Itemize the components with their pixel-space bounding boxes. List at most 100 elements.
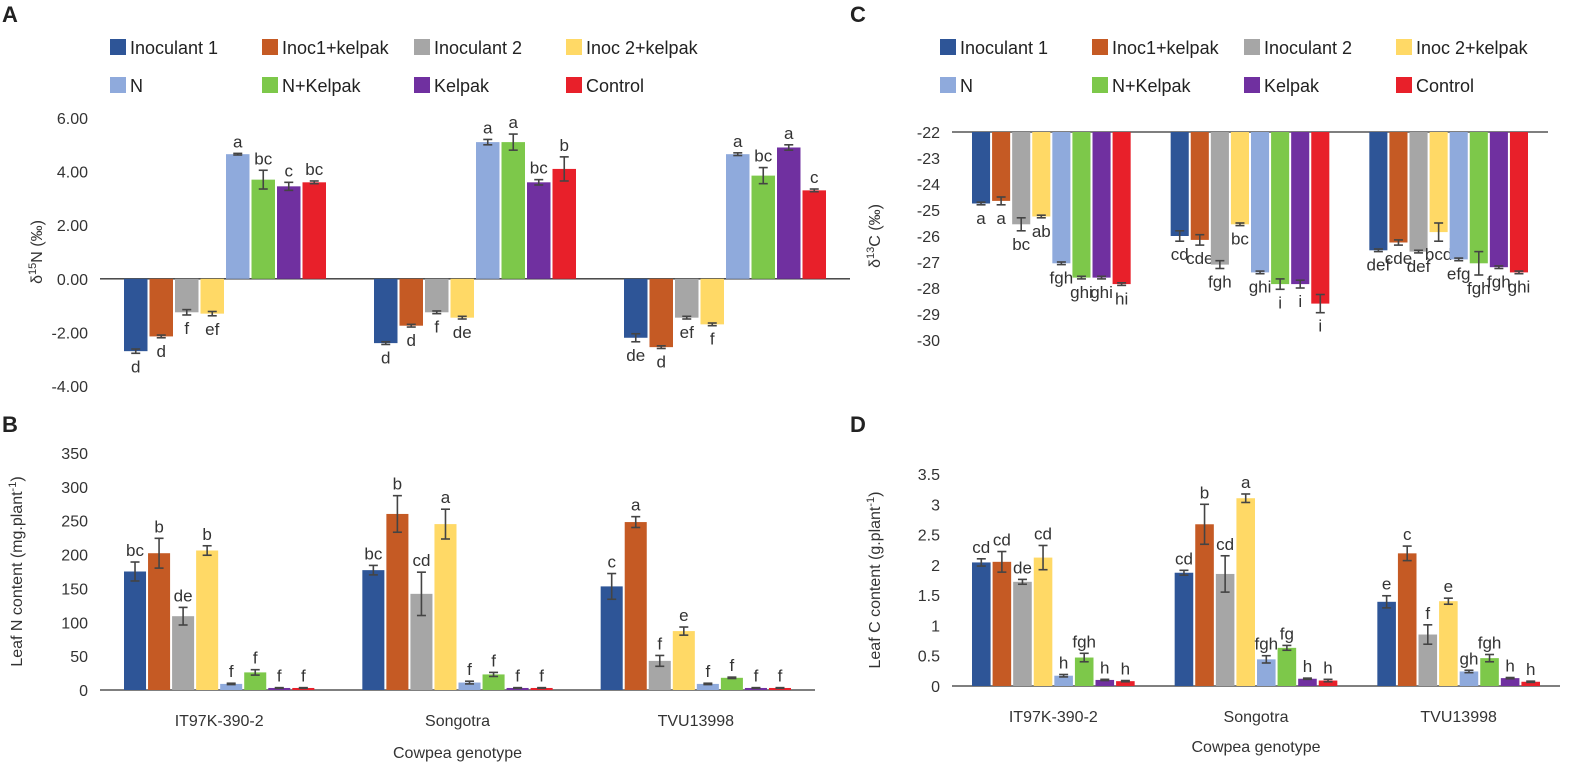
- bar: [1291, 132, 1310, 285]
- significance-letter: fgh: [1072, 632, 1096, 651]
- legend-swatch: [414, 39, 430, 55]
- significance-letter: cd: [993, 531, 1011, 550]
- significance-letter: fgh: [1478, 634, 1502, 653]
- y-tick-label: 2.00: [57, 218, 88, 235]
- y-tick-label: 0.00: [57, 272, 88, 289]
- panel-label-c: C: [850, 2, 866, 27]
- legend-label: N: [130, 76, 143, 96]
- significance-letter: a: [733, 132, 743, 151]
- y-tick-label: 2.5: [918, 528, 940, 545]
- y-axis-label-part: N (‰): [29, 220, 46, 263]
- legend-swatch: [110, 39, 126, 55]
- legend-label: Kelpak: [434, 76, 490, 96]
- y-tick-label: -4.00: [52, 379, 89, 396]
- legend-label: Inoculant 1: [960, 38, 1048, 58]
- y-axis-label-superscript: 13: [865, 247, 877, 259]
- legend-label: N: [960, 76, 973, 96]
- significance-letter: hi: [1115, 289, 1128, 308]
- y-tick-label: 2: [931, 558, 940, 575]
- bar: [527, 182, 551, 279]
- significance-letter: cd: [1175, 549, 1193, 568]
- significance-letter: c: [1403, 525, 1412, 544]
- y-tick-label: 200: [61, 548, 88, 565]
- legend-swatch: [1244, 77, 1260, 93]
- significance-letter: b: [154, 517, 163, 536]
- y-axis-label: Leaf C content (g.plant-1): [865, 492, 884, 669]
- bar: [1236, 498, 1255, 686]
- panel-b-chart: 0 50 100 150 200 250 300 350 Leaf N content (mg.…: [7, 446, 815, 762]
- significance-letter: a: [996, 209, 1006, 228]
- category-label: TVU13998: [658, 713, 735, 730]
- significance-letter: de: [453, 323, 472, 342]
- significance-letter: cde: [1385, 249, 1412, 268]
- y-axis-label: δ15N (‰): [27, 220, 46, 284]
- significance-letter: fgh: [1467, 279, 1491, 298]
- legend-swatch: [110, 77, 126, 93]
- bar: [1500, 678, 1520, 686]
- bar: [425, 278, 449, 313]
- significance-letter: f: [491, 651, 496, 670]
- y-tick-label: 4.00: [57, 165, 88, 182]
- bar: [1092, 132, 1111, 278]
- legend-label: Inoc1+kelpak: [282, 38, 390, 58]
- bar: [1190, 132, 1209, 240]
- significance-letter: h: [1059, 653, 1068, 672]
- bar: [1112, 132, 1131, 285]
- category-label: IT97K-390-2: [1009, 709, 1098, 726]
- bar: [1318, 680, 1338, 686]
- significance-letter: a: [483, 118, 493, 137]
- bar: [992, 561, 1012, 686]
- bar: [200, 278, 224, 314]
- bar: [220, 683, 243, 690]
- bar: [649, 278, 673, 348]
- significance-letter: a: [976, 209, 986, 228]
- significance-letter: i: [1278, 293, 1282, 312]
- category-label: IT97K-390-2: [175, 713, 264, 730]
- bar: [972, 562, 991, 686]
- bar: [1170, 132, 1189, 236]
- significance-letter: bc: [530, 159, 548, 178]
- bar: [124, 278, 148, 352]
- y-axis-label-superscript: 15: [27, 263, 39, 275]
- y-axis-label-part: C (‰): [867, 204, 884, 247]
- bar: [386, 513, 409, 690]
- bar: [700, 278, 724, 325]
- bar: [1195, 524, 1214, 686]
- legend-swatch: [262, 39, 278, 55]
- category-label: Songotra: [425, 713, 490, 730]
- y-tick-label: 300: [61, 480, 88, 497]
- significance-letter: f: [277, 667, 282, 686]
- bar: [1439, 601, 1458, 686]
- significance-letter: de: [1013, 558, 1032, 577]
- bar: [277, 186, 301, 279]
- significance-letter: d: [657, 352, 666, 371]
- significance-letter: ghi: [1090, 283, 1113, 302]
- legend-swatch: [1396, 77, 1412, 93]
- bar: [1012, 132, 1031, 225]
- bar: [1509, 132, 1528, 273]
- bar: [1480, 658, 1499, 686]
- significance-letter: d: [131, 357, 140, 376]
- significance-letter: e: [1382, 575, 1391, 594]
- y-axis-label: Leaf N content (mg.plant-1): [7, 476, 26, 666]
- significance-letter: bc: [305, 160, 323, 179]
- significance-letter: b: [560, 136, 569, 155]
- legend-label: N+Kelpak: [282, 76, 362, 96]
- bar: [648, 660, 671, 690]
- legend-label: Control: [1416, 76, 1474, 96]
- significance-letter: f: [184, 319, 189, 338]
- significance-letter: i: [1298, 292, 1302, 311]
- legend-label: Inoc1+kelpak: [1112, 38, 1220, 58]
- legend-label: Inoc 2+kelpak: [586, 38, 699, 58]
- bar: [244, 672, 267, 690]
- legend-swatch: [566, 39, 582, 55]
- significance-letter: def: [1367, 256, 1391, 275]
- bar: [1230, 132, 1249, 225]
- significance-letter: f: [710, 330, 715, 349]
- bar: [1397, 553, 1417, 686]
- bar: [802, 190, 826, 279]
- significance-letter: ef: [205, 320, 219, 339]
- y-tick-label: -28: [917, 281, 940, 298]
- bar: [1052, 132, 1071, 264]
- legend-swatch: [1092, 39, 1108, 55]
